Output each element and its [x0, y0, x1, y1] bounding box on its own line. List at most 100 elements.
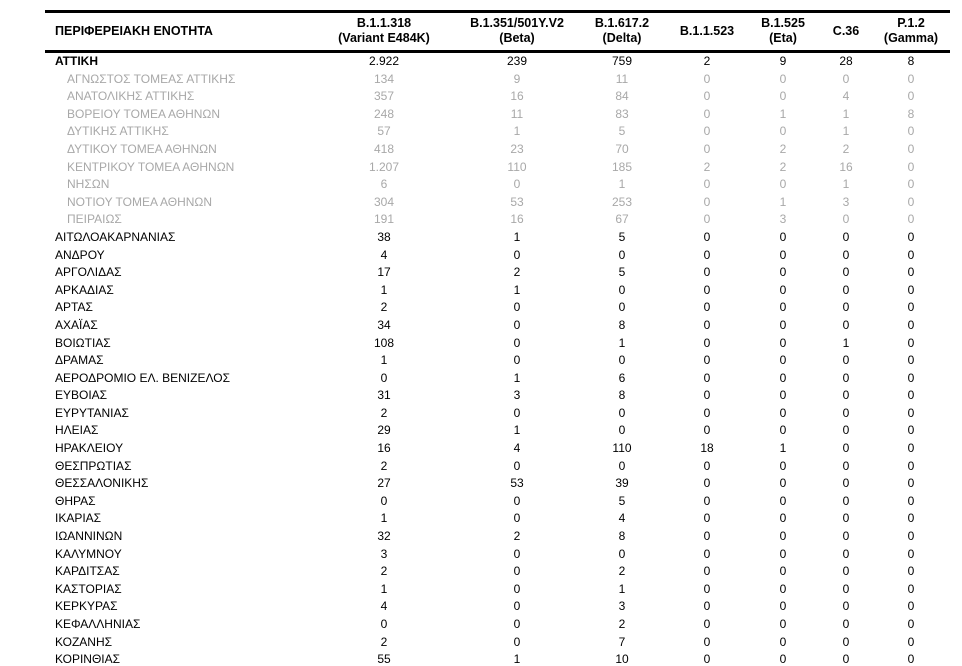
cell-value: 5 [618, 265, 626, 280]
region-name: ΝΗΣΩΝ [67, 177, 110, 192]
cell-value: 0 [703, 265, 711, 280]
cell-value: 0 [907, 493, 915, 508]
table-row: ΗΛΕΙΑΣ 29 1 0 0 0 0 0 [45, 422, 950, 440]
table-row: ΝΗΣΩΝ 6 0 1 0 0 1 0 [45, 176, 950, 194]
table-row: ΙΩΑΝΝΙΝΩΝ 32 2 8 0 0 0 0 [45, 528, 950, 546]
cell-value: 0 [907, 317, 915, 332]
cell-value: 0 [703, 458, 711, 473]
region-name: ΔΥΤΙΚΟΥ ΤΟΜΕΑ ΑΘΗΝΩΝ [67, 141, 217, 156]
table-row: ΔΥΤΙΚΟΥ ΤΟΜΕΑ ΑΘΗΝΩΝ 418 23 70 0 2 2 0 [45, 141, 950, 159]
cell-value: 0 [513, 247, 521, 262]
cell-value: 2 [380, 564, 388, 579]
cell-value: 304 [373, 194, 395, 209]
cell-value: 7 [618, 634, 626, 649]
region-name: ΑΤΤΙΚΗ [55, 54, 98, 68]
cell-value: 0 [907, 141, 915, 156]
region-name: ΘΕΣΠΡΩΤΙΑΣ [55, 458, 132, 473]
header-label: C.36 [832, 23, 860, 38]
cell-value: 2 [779, 141, 787, 156]
cell-value: 0 [907, 177, 915, 192]
region-name: ΒΟΡΕΙΟΥ ΤΟΜΕΑ ΑΘΗΝΩΝ [67, 106, 221, 121]
cell-value: 0 [907, 124, 915, 139]
table-row: ΑΧΑΪΑΣ 34 0 8 0 0 0 0 [45, 317, 950, 335]
cell-value: 84 [615, 89, 629, 104]
cell-value: 0 [842, 405, 850, 420]
cell-value: 1 [618, 581, 626, 596]
header-label: B.1.617.2 [594, 16, 650, 30]
cell-value: 27 [377, 476, 391, 491]
table-row: ΚΕΡΚΥΡΑΣ 4 0 3 0 0 0 0 [45, 598, 950, 616]
cell-value: 17 [377, 265, 391, 280]
cell-value: 191 [373, 212, 395, 227]
cell-value: 0 [513, 405, 521, 420]
cell-value: 0 [842, 546, 850, 561]
cell-value: 0 [703, 529, 711, 544]
table-row: ΒΟΙΩΤΙΑΣ 108 0 1 0 0 1 0 [45, 335, 950, 353]
region-name: ΙΚΑΡΙΑΣ [55, 511, 102, 526]
table-row: ΕΥΒΟΙΑΣ 31 3 8 0 0 0 0 [45, 387, 950, 405]
cell-value: 0 [703, 511, 711, 526]
cell-value: 0 [779, 546, 787, 561]
cell-value: 0 [703, 423, 711, 438]
region-name: ΙΩΑΝΝΙΝΩΝ [55, 529, 123, 544]
table-row: ΘΕΣΣΑΛΟΝΙΚΗΣ 27 53 39 0 0 0 0 [45, 475, 950, 493]
cell-value: 0 [907, 89, 915, 104]
region-name: ΗΛΕΙΑΣ [55, 423, 99, 438]
table-row: ΚΑΣΤΟΡΙΑΣ 1 0 1 0 0 0 0 [45, 581, 950, 599]
cell-value: 0 [703, 212, 711, 227]
cell-value: 0 [513, 564, 521, 579]
cell-value: 3 [779, 212, 787, 227]
cell-value: 0 [513, 493, 521, 508]
cell-value: 0 [907, 247, 915, 262]
cell-value: 0 [779, 476, 787, 491]
cell-value: 1 [842, 177, 850, 192]
cell-value: 1 [513, 370, 521, 385]
table-row: ΚΑΡΔΙΤΣΑΣ 2 0 2 0 0 0 0 [45, 563, 950, 581]
cell-value: 53 [510, 194, 524, 209]
cell-value: 16 [377, 441, 391, 456]
region-name: ΚΑΡΔΙΤΣΑΣ [55, 564, 120, 579]
cell-value: 1 [779, 106, 787, 121]
cell-value: 239 [506, 54, 528, 68]
cell-value: 2 [380, 405, 388, 420]
cell-value: 0 [842, 229, 850, 244]
cell-value: 0 [907, 370, 915, 385]
cell-value: 0 [380, 617, 388, 631]
cell-value: 0 [907, 194, 915, 209]
cell-value: 0 [907, 652, 915, 666]
cell-value: 32 [377, 529, 391, 544]
cell-value: 0 [907, 564, 915, 579]
table-row: ΚΕΝΤΡΙΚΟΥ ΤΟΜΕΑ ΑΘΗΝΩΝ 1.207 110 185 2 2 16 0 [45, 159, 950, 177]
cell-value: 0 [842, 71, 850, 86]
variants-table-container: ΠΕΡΙΦΕΡΕΙΑΚΗ ΕΝΟΤΗΤΑ B.1.1.318 (Variant … [45, 10, 950, 666]
cell-value: 0 [380, 493, 388, 508]
cell-value: 83 [615, 106, 629, 121]
header-b16172: B.1.617.2 (Delta) [576, 12, 668, 52]
cell-value: 0 [703, 124, 711, 139]
cell-value: 1 [513, 652, 521, 666]
cell-value: 0 [513, 634, 521, 649]
table-row: ΒΟΡΕΙΟΥ ΤΟΜΕΑ ΑΘΗΝΩΝ 248 11 83 0 1 1 8 [45, 106, 950, 124]
cell-value: 6 [380, 177, 388, 192]
cell-value: 1 [513, 229, 521, 244]
cell-value: 0 [842, 529, 850, 544]
region-name: ΑΡΤΑΣ [55, 300, 93, 315]
cell-value: 0 [703, 581, 711, 596]
cell-value: 0 [842, 511, 850, 526]
cell-value: 0 [618, 546, 626, 561]
header-label: ΠΕΡΙΦΕΡΕΙΑΚΗ ΕΝΟΤΗΤΑ [55, 23, 213, 38]
cell-value: 0 [703, 476, 711, 491]
cell-value: 2 [513, 265, 521, 280]
header-sublabel: (Eta) [769, 31, 797, 45]
cell-value: 0 [779, 229, 787, 244]
cell-value: 0 [618, 247, 626, 262]
cell-value: 0 [513, 617, 521, 631]
cell-value: 16 [839, 159, 853, 174]
table-row: ΔΡΑΜΑΣ 1 0 0 0 0 0 0 [45, 352, 950, 370]
cell-value: 67 [615, 212, 629, 227]
cell-value: 357 [373, 89, 395, 104]
header-label: B.1.525 [761, 16, 805, 30]
cell-value: 134 [373, 71, 395, 86]
header-regional-unit: ΠΕΡΙΦΕΡΕΙΑΚΗ ΕΝΟΤΗΤΑ [45, 12, 310, 52]
cell-value: 0 [618, 458, 626, 473]
